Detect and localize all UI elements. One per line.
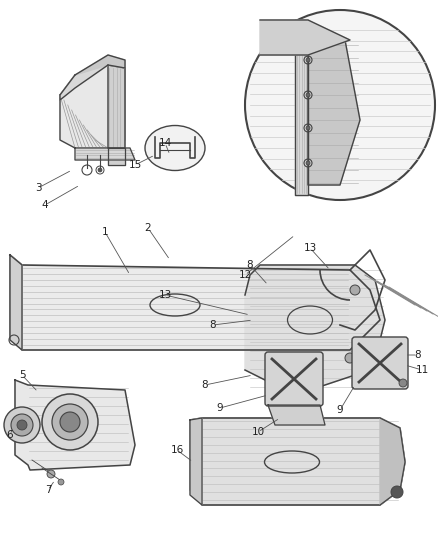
Circle shape [4, 407, 40, 443]
Polygon shape [60, 65, 125, 148]
Polygon shape [380, 418, 405, 505]
Polygon shape [190, 418, 202, 505]
Text: 3: 3 [35, 183, 41, 193]
Polygon shape [295, 20, 308, 195]
Text: 9: 9 [217, 403, 223, 413]
Circle shape [245, 10, 435, 200]
Circle shape [42, 394, 98, 450]
Text: 10: 10 [251, 427, 265, 437]
Text: 8: 8 [201, 380, 208, 390]
Polygon shape [268, 405, 325, 425]
Text: 9: 9 [337, 405, 343, 415]
Circle shape [60, 412, 80, 432]
Text: 2: 2 [145, 223, 151, 233]
Text: 5: 5 [19, 370, 25, 380]
Polygon shape [190, 418, 405, 505]
Text: 13: 13 [159, 290, 172, 300]
Polygon shape [75, 148, 135, 160]
Ellipse shape [145, 125, 205, 171]
Polygon shape [75, 55, 125, 75]
Text: 11: 11 [415, 365, 429, 375]
Circle shape [350, 285, 360, 295]
Polygon shape [10, 255, 22, 350]
Polygon shape [108, 65, 125, 148]
Circle shape [306, 126, 310, 130]
Circle shape [47, 470, 55, 478]
FancyBboxPatch shape [352, 337, 408, 389]
Text: 14: 14 [159, 138, 172, 148]
Polygon shape [10, 255, 380, 350]
Circle shape [391, 486, 403, 498]
Circle shape [306, 58, 310, 62]
Text: 12: 12 [238, 270, 251, 280]
Polygon shape [260, 20, 350, 55]
Text: 8: 8 [210, 320, 216, 330]
Text: 15: 15 [128, 160, 141, 170]
FancyBboxPatch shape [265, 352, 323, 406]
Circle shape [98, 168, 102, 172]
Text: 8: 8 [247, 260, 253, 270]
Circle shape [52, 404, 88, 440]
Text: 6: 6 [7, 430, 13, 440]
Text: 4: 4 [42, 200, 48, 210]
Polygon shape [308, 40, 360, 185]
Circle shape [306, 161, 310, 165]
Circle shape [345, 353, 355, 363]
Text: 16: 16 [170, 445, 184, 455]
Circle shape [11, 414, 33, 436]
Text: 13: 13 [304, 243, 317, 253]
Polygon shape [245, 265, 385, 390]
Polygon shape [15, 380, 135, 470]
Circle shape [58, 479, 64, 485]
Circle shape [399, 379, 407, 387]
Circle shape [17, 420, 27, 430]
Text: 1: 1 [102, 227, 108, 237]
Text: 8: 8 [415, 350, 421, 360]
Polygon shape [108, 148, 125, 165]
Text: 7: 7 [45, 485, 51, 495]
Circle shape [306, 93, 310, 97]
Polygon shape [60, 65, 108, 100]
